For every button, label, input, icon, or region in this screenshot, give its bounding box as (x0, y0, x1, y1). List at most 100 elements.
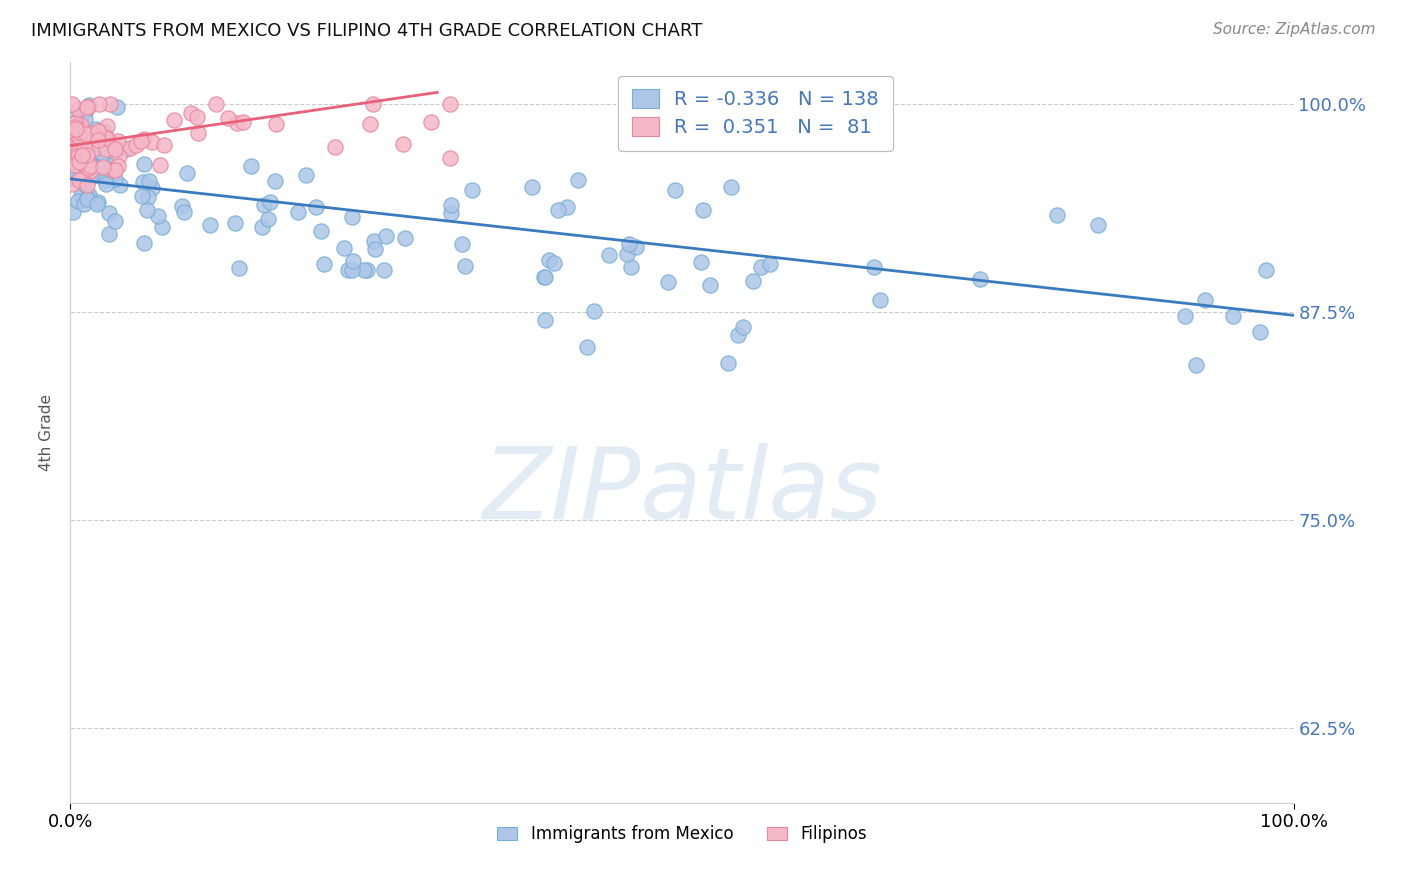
Point (224, 216, 246, 230)
Point (136, 190, 159, 204)
Point (89, 97, 111, 112)
Point (63, 116, 86, 130)
Point (520, 180, 543, 194)
Point (141, 181, 163, 195)
Point (538, 252, 561, 267)
Point (138, 174, 160, 188)
Point (62, 128, 84, 142)
Point (107, 159, 129, 173)
Point (664, 183, 686, 197)
Point (198, 219, 221, 233)
Point (620, 260, 643, 274)
Point (187, 126, 209, 140)
Point (125, 138, 148, 153)
Point (77, 190, 100, 204)
Point (63, 109, 86, 123)
Point (77, 161, 100, 176)
Point (253, 198, 276, 212)
Point (375, 228, 398, 243)
Point (361, 97, 384, 112)
Point (98, 227, 121, 241)
Point (373, 263, 395, 277)
Point (657, 275, 679, 289)
Point (163, 112, 186, 127)
Point (547, 203, 569, 218)
Point (87, 133, 110, 147)
Point (576, 340, 599, 354)
Point (240, 159, 263, 173)
Point (86, 196, 108, 211)
Point (287, 205, 309, 219)
Point (391, 136, 413, 151)
Y-axis label: 4th Grade: 4th Grade (39, 394, 55, 471)
Point (153, 138, 176, 153)
Point (534, 269, 557, 284)
Point (101, 163, 124, 178)
Point (309, 224, 332, 238)
Point (73, 112, 96, 127)
Point (266, 117, 288, 131)
Point (82, 169, 104, 184)
Point (79, 164, 101, 178)
Point (176, 166, 198, 180)
Point (305, 200, 328, 214)
Point (80, 131, 103, 145)
Point (340, 263, 363, 277)
Point (70, 147, 93, 161)
Legend: Immigrants from Mexico, Filipinos: Immigrants from Mexico, Filipinos (491, 819, 873, 850)
Point (60, 123, 83, 137)
Point (419, 115, 441, 129)
Point (77, 188, 100, 202)
Point (225, 116, 247, 130)
Point (132, 156, 155, 170)
Point (583, 304, 606, 318)
Point (62, 149, 84, 163)
Point (120, 141, 142, 155)
Point (1194, 293, 1216, 307)
Point (232, 115, 254, 129)
Point (533, 270, 555, 285)
Text: IMMIGRANTS FROM MEXICO VS FILIPINO 4TH GRADE CORRELATION CHART: IMMIGRANTS FROM MEXICO VS FILIPINO 4TH G… (31, 22, 703, 40)
Point (692, 202, 714, 217)
Point (73, 178, 96, 192)
Point (717, 356, 740, 370)
Point (1174, 309, 1197, 323)
Point (749, 260, 772, 275)
Point (690, 255, 713, 269)
Point (1254, 263, 1277, 277)
Point (115, 142, 138, 156)
Point (76, 135, 98, 149)
Point (94, 172, 117, 186)
Point (228, 260, 250, 275)
Point (969, 272, 991, 286)
Point (84, 122, 107, 136)
Point (77, 98, 100, 112)
Point (108, 149, 131, 163)
Point (170, 199, 193, 213)
Point (146, 209, 169, 223)
Text: Source: ZipAtlas.com: Source: ZipAtlas.com (1212, 22, 1375, 37)
Point (83, 151, 105, 165)
Point (91, 131, 114, 145)
Point (340, 211, 363, 225)
Point (66, 118, 89, 132)
Point (86, 124, 108, 138)
Point (758, 257, 780, 271)
Point (77, 127, 100, 141)
Point (720, 180, 742, 194)
Point (359, 117, 381, 131)
Point (325, 139, 347, 153)
Point (259, 194, 281, 209)
Point (76, 178, 98, 193)
Point (67, 135, 90, 149)
Point (173, 205, 195, 219)
Point (353, 263, 375, 277)
Point (869, 293, 891, 307)
Point (76, 148, 98, 162)
Point (82, 145, 104, 159)
Point (67, 172, 90, 186)
Point (107, 135, 129, 149)
Point (66, 145, 89, 159)
Point (186, 111, 208, 125)
Text: ZIPatlas: ZIPatlas (482, 443, 882, 541)
